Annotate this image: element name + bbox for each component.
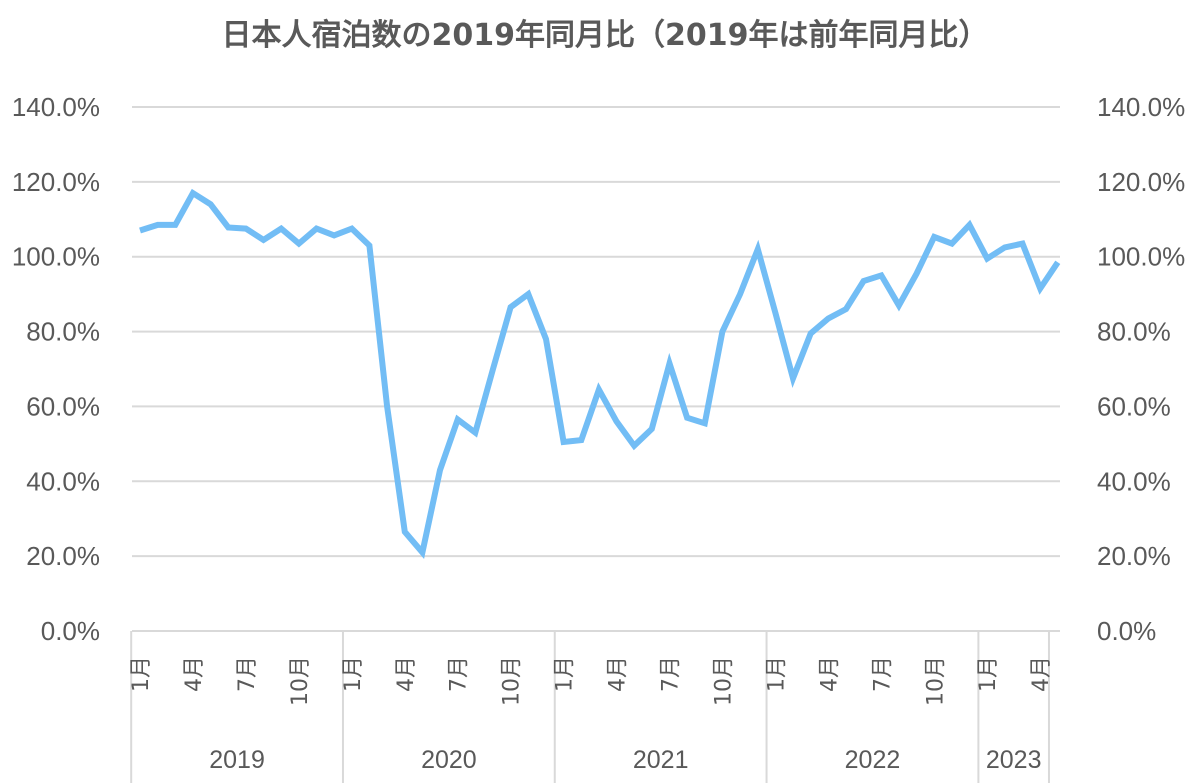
x-tick-label: 4月 [1029, 656, 1054, 692]
x-tick-label: 1月 [764, 656, 789, 692]
y-tick-label-left: 40.0% [26, 466, 100, 496]
series-layer [139, 188, 1061, 559]
y-tick-label-right: 40.0% [1097, 466, 1171, 496]
y-axis-left: 0.0% 20.0% 40.0% 60.0% 80.0% 100.0% 120.0% 140.… [12, 92, 100, 646]
y-axis-right: 0.0% 20.0% 40.0% 60.0% 80.0% 100.0% 120.0% 140.… [1097, 92, 1185, 646]
x-tick-label: 4月 [606, 656, 631, 692]
y-tick-label-right: 100.0% [1097, 242, 1185, 272]
y-tick-label-left: 60.0% [26, 391, 100, 421]
x-tick-label: 10月 [500, 656, 525, 706]
y-tick-label-left: 20.0% [26, 541, 100, 571]
x-tick-label: 4月 [394, 656, 419, 692]
x-tick-label: 10月 [711, 656, 736, 706]
year-label: 2021 [633, 746, 689, 774]
x-tick-label: 7月 [447, 656, 472, 692]
series-line [139, 188, 1061, 559]
x-tick-label: 10月 [288, 656, 313, 706]
x-tick-label: 7月 [659, 656, 684, 692]
y-tick-label-right: 80.0% [1097, 317, 1171, 347]
year-label: 2020 [421, 746, 477, 774]
x-tick-label: 7月 [235, 656, 260, 692]
y-tick-label-left: 100.0% [12, 242, 100, 272]
year-label: 2019 [209, 746, 265, 774]
gridlines [132, 106, 1060, 632]
y-tick-label-left: 120.0% [12, 167, 100, 197]
chart-title: 日本人宿泊数の2019年同月比（2019年は前年同月比） [222, 18, 989, 53]
year-label: 2022 [845, 746, 901, 774]
x-tick-label: 1月 [129, 656, 154, 692]
x-tick-label: 1月 [976, 656, 1001, 692]
x-tick-label: 1月 [553, 656, 578, 692]
y-tick-label-left: 0.0% [41, 616, 100, 646]
y-tick-label-right: 60.0% [1097, 391, 1171, 421]
y-tick-label-left: 140.0% [12, 92, 100, 122]
year-label: 2023 [986, 746, 1042, 774]
y-tick-label-left: 80.0% [26, 317, 100, 347]
y-tick-label-right: 0.0% [1097, 616, 1156, 646]
y-tick-label-right: 140.0% [1097, 92, 1185, 122]
x-tick-label: 1月 [341, 656, 366, 692]
y-tick-label-right: 20.0% [1097, 541, 1171, 571]
x-tick-label: 4月 [182, 656, 207, 692]
x-tick-label: 7月 [870, 656, 895, 692]
x-axis: 2019 2020 2021 2022 2023 1月 4月 7月 10月 1月 4月 7月 10月 1月… [129, 631, 1054, 783]
x-tick-label: 10月 [923, 656, 948, 706]
x-tick-label: 4月 [817, 656, 842, 692]
y-tick-label-right: 120.0% [1097, 167, 1185, 197]
